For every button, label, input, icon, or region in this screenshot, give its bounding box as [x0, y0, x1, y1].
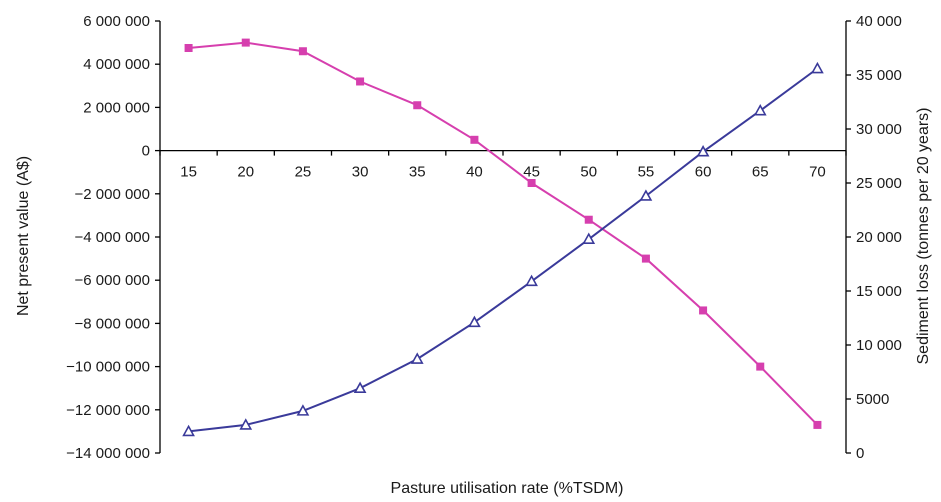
npv-point: [756, 362, 765, 371]
npv-point: [641, 254, 650, 263]
y2-tick-label: 30 000: [856, 121, 902, 138]
x-tick-label: 55: [638, 164, 655, 181]
y-tick-label: −6 000 000: [75, 272, 151, 289]
npv-point: [584, 215, 593, 224]
x-tick-label: 65: [752, 164, 769, 181]
series-layer: [182, 38, 824, 437]
y2-tick-label: 15 000: [856, 283, 902, 300]
npv-series-line: [188, 41, 819, 426]
sediment-point: [182, 424, 195, 437]
npv-point: [470, 135, 479, 144]
x-tick-label: 30: [352, 164, 369, 181]
y-tick-label: 0: [142, 143, 150, 160]
npv-point: [413, 101, 422, 110]
npv-point: [356, 77, 365, 86]
y2-tick-label: 40 000: [856, 13, 902, 30]
y-tick-label: −4 000 000: [75, 229, 151, 246]
sediment-point: [525, 274, 538, 287]
y-tick-label: −12 000 000: [66, 402, 150, 419]
x-tick-label: 60: [695, 164, 712, 181]
x-tick-label: 70: [809, 164, 826, 181]
y2-tick-label: 20 000: [856, 229, 902, 246]
x-tick-label: 35: [409, 164, 426, 181]
x-tick-label: 45: [523, 164, 540, 181]
npv-point: [184, 44, 193, 52]
y2-axis-title: Sediment loss (tonnes per 20 years): [915, 107, 932, 364]
x-tick-label: 25: [295, 164, 312, 181]
x-tick-label: 15: [180, 164, 197, 181]
y-axis-title: Net present value (A$): [15, 156, 32, 316]
y2-tick-label: 10 000: [856, 337, 902, 354]
y-tick-label: 6 000 000: [83, 13, 150, 30]
x-tick-label: 40: [466, 164, 483, 181]
y2-tick-label: 0: [856, 445, 864, 462]
npv-point: [241, 38, 250, 47]
sediment-point: [296, 404, 310, 416]
npv-point: [699, 306, 708, 315]
npv-point: [813, 420, 822, 429]
tick-labels: 6 000 000 4 000 000 2 000 000 0 −2 000 000 −4…: [66, 13, 902, 462]
x-tick-label: 50: [580, 164, 597, 181]
y-tick-label: −8 000 000: [75, 315, 151, 332]
y2-tick-label: 5000: [856, 391, 889, 408]
sediment-point: [353, 381, 367, 393]
sediment-point: [811, 61, 824, 74]
sediment-point: [582, 232, 596, 244]
y-tick-label: −2 000 000: [75, 186, 151, 203]
sediment-point: [639, 189, 653, 201]
sediment-point: [753, 103, 767, 116]
y-tick-label: −10 000 000: [66, 359, 150, 376]
y-tick-label: 2 000 000: [83, 99, 150, 116]
npv-point: [298, 47, 307, 56]
x-axis-title: Pasture utilisation rate (%TSDM): [391, 480, 624, 497]
sediment-point: [468, 315, 481, 328]
axes: [155, 20, 851, 454]
y-tick-label: −14 000 000: [66, 445, 150, 462]
sediment-point: [410, 352, 424, 364]
sediment-series-line: [188, 67, 818, 433]
npv-point: [527, 179, 536, 187]
y2-tick-label: 35 000: [856, 67, 902, 84]
x-tick-label: 20: [237, 164, 254, 181]
sediment-point: [696, 145, 710, 157]
y2-tick-label: 25 000: [856, 175, 902, 192]
y-tick-label: 4 000 000: [83, 56, 150, 73]
sediment-point: [239, 418, 253, 430]
